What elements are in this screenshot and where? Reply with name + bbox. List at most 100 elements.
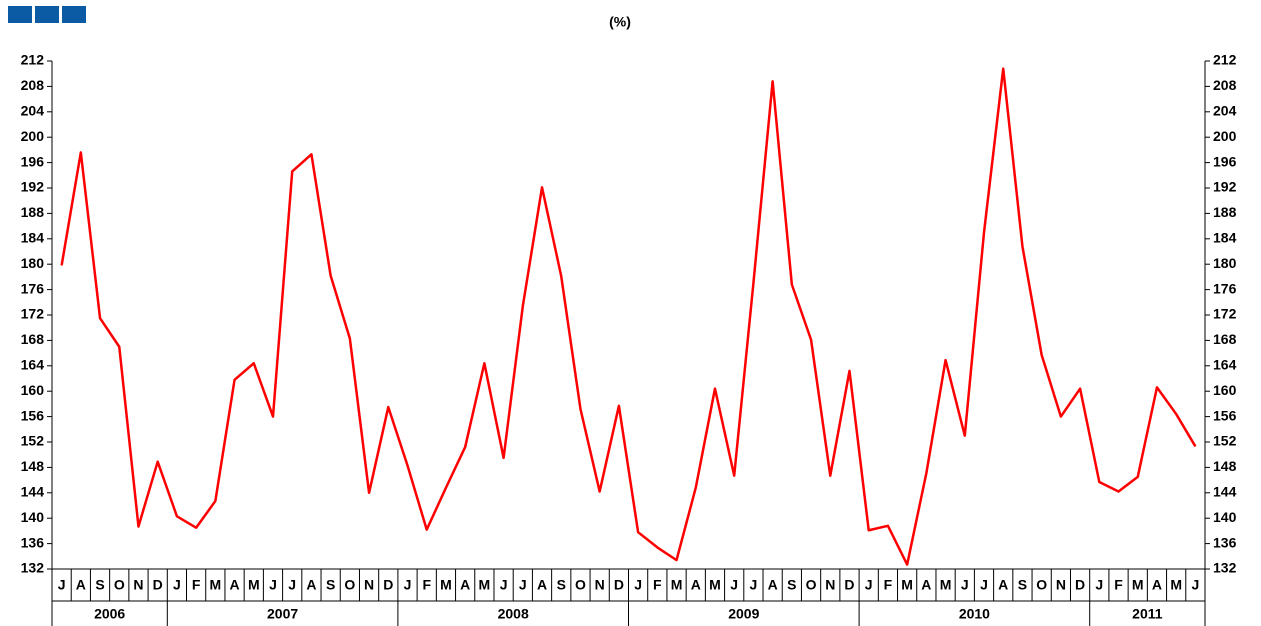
x-tick-label: J [288, 577, 296, 593]
x-tick-label: S [557, 577, 566, 593]
x-tick-label: J [519, 577, 527, 593]
y-tick-label: 136 [21, 534, 45, 550]
year-label: 2007 [267, 606, 298, 622]
y-tick-label: 204 [21, 103, 45, 119]
y-tick-label: 188 [21, 204, 45, 220]
x-tick-label: S [95, 577, 104, 593]
x-tick-label: M [671, 577, 683, 593]
y-tick-label: 144 [21, 484, 45, 500]
x-tick-label: M [940, 577, 952, 593]
x-tick-label: J [750, 577, 758, 593]
x-tick-label: M [1132, 577, 1144, 593]
x-tick-label: M [210, 577, 222, 593]
x-tick-label: M [709, 577, 721, 593]
x-tick-label: F [422, 577, 431, 593]
x-tick-label: J [961, 577, 969, 593]
x-tick-label: J [404, 577, 412, 593]
x-tick-label: J [269, 577, 277, 593]
data-line [60, 67, 1197, 566]
x-tick-label: A [921, 577, 931, 593]
y-tick-label: 172 [21, 306, 45, 322]
y-tick-label: 208 [21, 77, 45, 93]
x-tick-label: F [884, 577, 893, 593]
chart-title: (%) [609, 14, 631, 30]
y-tick-label: 180 [21, 255, 45, 271]
year-label: 2006 [94, 606, 125, 622]
y2-tick-label: 204 [1213, 103, 1237, 119]
y-tick-label: 196 [21, 153, 45, 169]
x-tick-label: O [344, 577, 355, 593]
x-tick-label: A [998, 577, 1008, 593]
x-tick-label: M [1170, 577, 1182, 593]
x-tick-label: N [364, 577, 374, 593]
logo-block [62, 6, 86, 23]
x-tick-label: M [479, 577, 491, 593]
y-tick-label: 140 [21, 509, 45, 525]
x-tick-label: O [575, 577, 586, 593]
y2-tick-label: 160 [1213, 382, 1237, 398]
y-tick-label: 160 [21, 382, 45, 398]
x-tick-label: N [825, 577, 835, 593]
x-tick-label: J [980, 577, 988, 593]
y2-tick-label: 212 [1213, 52, 1237, 68]
year-label: 2008 [498, 606, 529, 622]
x-tick-label: A [1152, 577, 1162, 593]
x-tick-label: F [653, 577, 662, 593]
y2-tick-label: 188 [1213, 204, 1237, 220]
x-tick-label: N [595, 577, 605, 593]
y2-tick-label: 132 [1213, 560, 1237, 576]
x-tick-label: D [1075, 577, 1085, 593]
x-tick-label: A [691, 577, 701, 593]
x-tick-label: D [614, 577, 624, 593]
y-tick-label: 148 [21, 458, 45, 474]
y-tick-label: 152 [21, 433, 45, 449]
y2-tick-label: 192 [1213, 179, 1237, 195]
x-tick-label: A [306, 577, 316, 593]
y2-tick-label: 144 [1213, 484, 1237, 500]
y2-tick-label: 172 [1213, 306, 1237, 322]
x-tick-label: D [153, 577, 163, 593]
y2-tick-label: 164 [1213, 357, 1237, 373]
x-tick-label: S [326, 577, 335, 593]
x-tick-label: J [634, 577, 642, 593]
logo-block [35, 6, 59, 23]
y-tick-label: 164 [21, 357, 45, 373]
x-tick-label: F [192, 577, 201, 593]
y2-tick-label: 152 [1213, 433, 1237, 449]
x-tick-label: D [383, 577, 393, 593]
x-tick-label: O [114, 577, 125, 593]
x-tick-label: J [500, 577, 508, 593]
y2-tick-label: 180 [1213, 255, 1237, 271]
y-tick-label: 132 [21, 560, 45, 576]
y-tick-label: 168 [21, 331, 45, 347]
logo-block [8, 6, 32, 23]
year-label: 2011 [1132, 606, 1163, 622]
x-tick-label: S [787, 577, 796, 593]
x-tick-label: N [133, 577, 143, 593]
x-tick-label: M [248, 577, 260, 593]
y-tick-label: 176 [21, 280, 45, 296]
x-tick-label: D [844, 577, 854, 593]
y2-tick-label: 140 [1213, 509, 1237, 525]
y2-tick-label: 184 [1213, 230, 1237, 246]
y2-tick-label: 168 [1213, 331, 1237, 347]
x-tick-label: A [460, 577, 470, 593]
x-tick-label: J [173, 577, 181, 593]
x-tick-label: J [865, 577, 873, 593]
year-label: 2009 [728, 606, 759, 622]
x-tick-label: A [76, 577, 86, 593]
y2-tick-label: 176 [1213, 280, 1237, 296]
y2-tick-label: 156 [1213, 407, 1237, 423]
y-tick-label: 184 [21, 230, 45, 246]
x-tick-label: N [1056, 577, 1066, 593]
x-tick-label: S [1018, 577, 1027, 593]
x-tick-label: A [229, 577, 239, 593]
x-tick-label: A [768, 577, 778, 593]
y2-tick-label: 208 [1213, 77, 1237, 93]
y-tick-label: 200 [21, 128, 45, 144]
x-tick-label: M [901, 577, 913, 593]
x-tick-label: J [58, 577, 66, 593]
x-tick-label: J [1191, 577, 1199, 593]
y2-tick-label: 200 [1213, 128, 1237, 144]
